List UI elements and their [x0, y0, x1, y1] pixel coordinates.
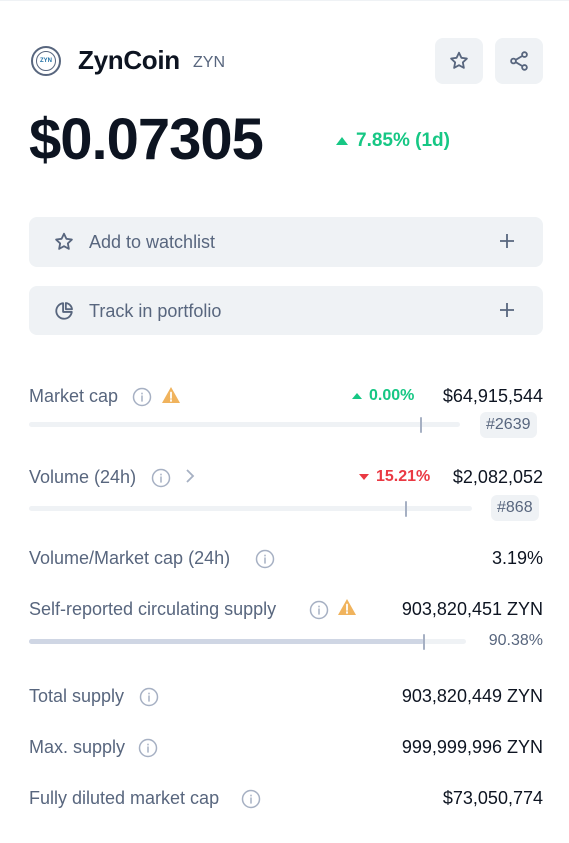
triangle-up-icon — [336, 137, 348, 145]
coin-logo-icon: ZYN — [31, 46, 61, 76]
price-change-value: 7.85% (1d) — [356, 130, 450, 151]
info-icon[interactable] — [255, 549, 275, 569]
plus-icon — [500, 234, 514, 248]
market-cap-rank: #2639 — [480, 412, 537, 438]
pie-chart-icon — [55, 302, 73, 320]
coin-name: ZynCoin — [78, 45, 180, 75]
info-icon[interactable] — [241, 789, 261, 809]
info-icon[interactable] — [138, 738, 158, 758]
circulating-supply-percent: 90.38% — [488, 632, 543, 649]
coin-header: ZYN ZynCoin ZYN — [29, 38, 543, 84]
triangle-down-icon — [359, 474, 369, 480]
fully-diluted-market-cap-value: $73,050,774 — [442, 788, 543, 808]
market-cap-value: $64,915,544 — [442, 386, 543, 406]
circulating-supply-bar — [29, 634, 466, 650]
star-icon — [450, 51, 468, 69]
volume-label: Volume (24h) — [29, 467, 137, 487]
triangle-up-icon — [352, 393, 362, 399]
star-icon — [55, 232, 73, 250]
watchlist-label: Add to watchlist — [89, 232, 216, 252]
market-cap-label: Market cap — [29, 386, 119, 406]
volume-bar — [29, 501, 472, 517]
circulating-supply-label: Self-reported circulating supply — [29, 599, 277, 619]
coin-symbol: ZYN — [193, 54, 225, 71]
market-cap-marker — [420, 417, 423, 433]
track-in-portfolio-button[interactable]: Track in portfolio — [29, 286, 543, 335]
total-supply-label: Total supply — [29, 686, 125, 706]
warning-icon[interactable] — [337, 598, 357, 616]
coin-logo-text: ZYN — [36, 51, 56, 71]
circulating-supply-value: 903,820,451 ZYN — [401, 599, 543, 619]
info-icon[interactable] — [139, 687, 159, 707]
warning-icon[interactable] — [161, 386, 181, 404]
volume-value: $2,082,052 — [452, 467, 543, 487]
add-to-watchlist-button[interactable]: Add to watchlist — [29, 217, 543, 267]
circulating-supply-marker — [422, 634, 425, 650]
volume-change: 15.21% — [359, 468, 430, 486]
circulating-supply-fill — [29, 639, 424, 644]
info-icon[interactable] — [132, 387, 152, 407]
share-button[interactable] — [495, 38, 543, 84]
portfolio-label: Track in portfolio — [89, 301, 222, 321]
share-icon — [510, 51, 528, 71]
price-change-1d: 7.85% (1d) — [336, 130, 450, 152]
market-cap-bar — [29, 417, 460, 433]
volume-market-cap-value: 3.19% — [491, 548, 543, 568]
volume-marker — [404, 501, 407, 517]
info-icon[interactable] — [151, 468, 171, 488]
top-divider — [0, 0, 569, 1]
volume-rank: #868 — [491, 495, 539, 521]
volume-change-value: 15.21% — [376, 468, 431, 485]
market-cap-change: 0.00% — [352, 387, 414, 405]
info-icon[interactable] — [309, 600, 329, 620]
fully-diluted-market-cap-label: Fully diluted market cap — [29, 788, 220, 808]
volume-market-cap-label: Volume/Market cap (24h) — [29, 548, 231, 568]
max-supply-label: Max. supply — [29, 737, 126, 757]
favorite-button[interactable] — [435, 38, 483, 84]
coin-price: $0.07305 — [29, 107, 264, 172]
total-supply-value: 903,820,449 ZYN — [401, 686, 543, 706]
chevron-right-icon[interactable] — [183, 467, 197, 485]
plus-icon — [500, 303, 514, 317]
max-supply-value: 999,999,996 ZYN — [401, 737, 543, 757]
market-cap-change-value: 0.00% — [369, 387, 415, 404]
